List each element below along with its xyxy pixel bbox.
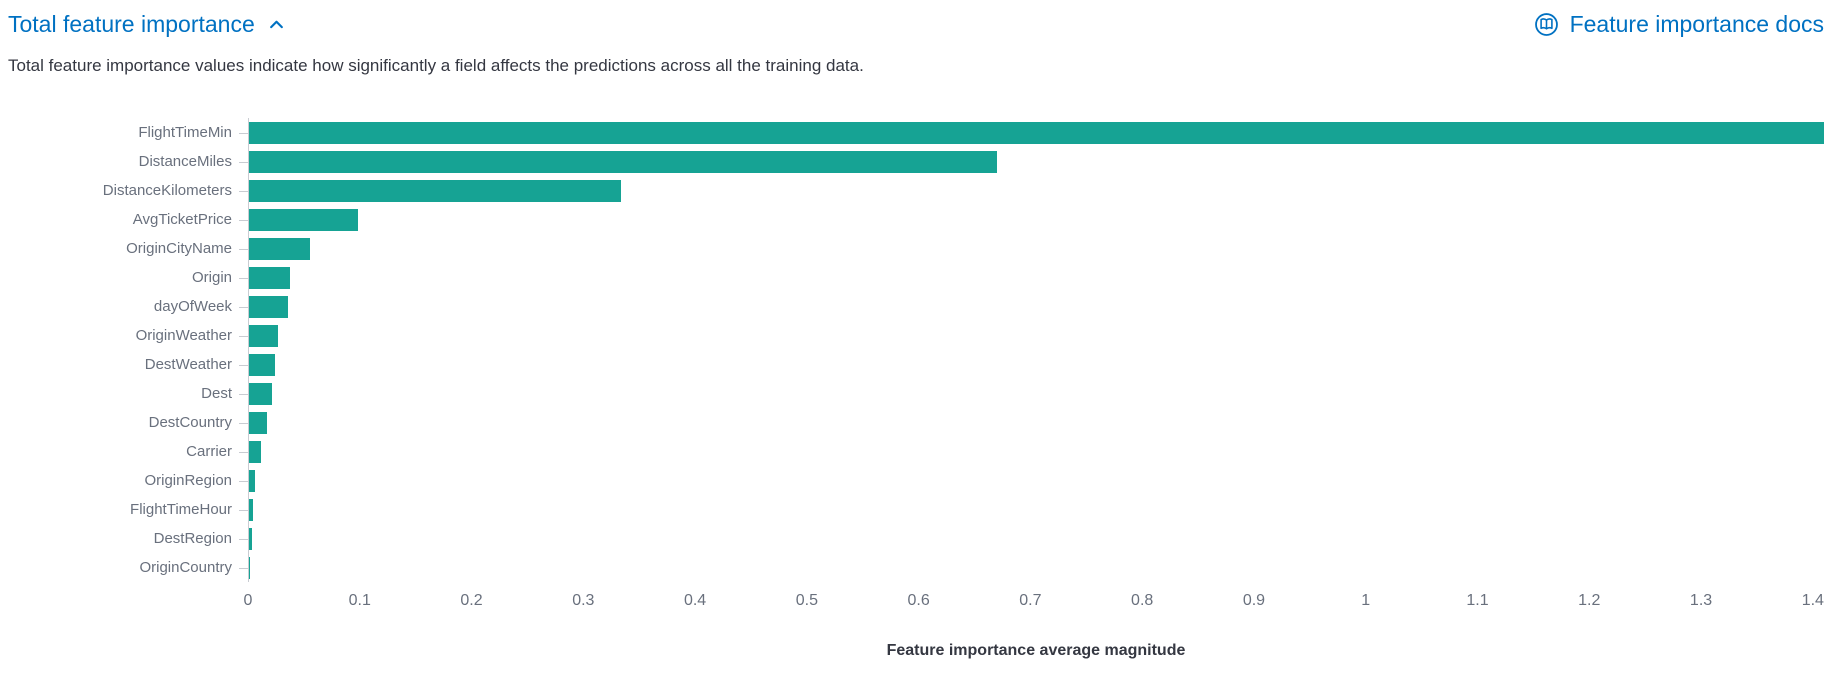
y-axis-label: Carrier bbox=[8, 443, 248, 460]
importance-bar bbox=[249, 527, 253, 550]
chart-row: dayOfWeek bbox=[8, 292, 1824, 321]
bar-track bbox=[248, 524, 1824, 553]
x-axis-tick-label: 0.4 bbox=[683, 592, 707, 609]
importance-bar bbox=[249, 469, 255, 492]
chart-row: FlightTimeHour bbox=[8, 495, 1824, 524]
y-axis-label: dayOfWeek bbox=[8, 298, 248, 315]
y-axis-label: OriginCountry bbox=[8, 559, 248, 576]
x-axis-tick-label: 0.5 bbox=[795, 592, 818, 609]
importance-bar bbox=[249, 208, 359, 231]
panel-header: Total feature importance Feature importa… bbox=[8, 10, 1824, 38]
chart-row: DestCountry bbox=[8, 408, 1824, 437]
importance-bar bbox=[249, 498, 254, 521]
chart-row: Dest bbox=[8, 379, 1824, 408]
importance-bar bbox=[249, 266, 291, 289]
importance-bar bbox=[249, 382, 273, 405]
bar-track bbox=[248, 408, 1824, 437]
y-axis-label: DistanceKilometers bbox=[8, 182, 248, 199]
chart-row: DestRegion bbox=[8, 524, 1824, 553]
x-axis-tick-label: 0.1 bbox=[348, 592, 371, 609]
importance-bar bbox=[249, 556, 250, 579]
chart-row: DestWeather bbox=[8, 350, 1824, 379]
y-axis-label: DistanceMiles bbox=[8, 153, 248, 170]
chart-row: FlightTimeMin bbox=[8, 118, 1824, 147]
y-axis-label: Origin bbox=[8, 269, 248, 286]
bar-track bbox=[248, 176, 1824, 205]
x-axis-tick-label: 0.2 bbox=[460, 592, 483, 609]
y-axis-label: OriginWeather bbox=[8, 327, 248, 344]
y-axis-label: FlightTimeMin bbox=[8, 124, 248, 141]
bar-track bbox=[248, 263, 1824, 292]
chart-row: OriginCountry bbox=[8, 553, 1824, 582]
x-axis-tick-label: 1.2 bbox=[1578, 592, 1601, 609]
chart-row: Carrier bbox=[8, 437, 1824, 466]
feature-importance-docs-link[interactable]: Feature importance docs bbox=[1533, 10, 1824, 38]
chart-row: DistanceKilometers bbox=[8, 176, 1824, 205]
x-axis-tick-label: 0.6 bbox=[907, 592, 930, 609]
docs-link-label: Feature importance docs bbox=[1569, 11, 1824, 37]
y-axis-label: DestRegion bbox=[8, 530, 248, 547]
importance-bar bbox=[249, 150, 998, 173]
x-axis-tick-label: 0 bbox=[243, 592, 253, 609]
y-axis-label: FlightTimeHour bbox=[8, 501, 248, 518]
bar-track bbox=[248, 321, 1824, 350]
section-description: Total feature importance values indicate… bbox=[8, 56, 864, 75]
chart-plot-area: FlightTimeMin DistanceMiles DistanceKilome… bbox=[8, 118, 1824, 582]
y-axis-label: Dest bbox=[8, 385, 248, 402]
chevron-up-icon bbox=[269, 20, 283, 28]
importance-bar bbox=[249, 411, 267, 434]
chart-row: AvgTicketPrice bbox=[8, 205, 1824, 234]
bar-track bbox=[248, 350, 1824, 379]
bar-track bbox=[248, 147, 1824, 176]
importance-bar bbox=[249, 440, 262, 463]
bar-track bbox=[248, 118, 1824, 147]
total-feature-importance-accordion-toggle[interactable]: Total feature importance bbox=[8, 10, 286, 38]
importance-bar bbox=[249, 295, 289, 318]
x-axis-tick-label: 0.3 bbox=[572, 592, 595, 609]
x-axis-tick-label: 1.4 bbox=[1801, 592, 1824, 609]
importance-bar bbox=[249, 237, 311, 260]
feature-importance-bar-chart: FlightTimeMin DistanceMiles DistanceKilome… bbox=[8, 118, 1824, 660]
importance-bar bbox=[249, 179, 621, 202]
x-axis: 0 0.1 0.2 0.3 0.4 0.5 0.6 0.7 0.8 0.9 1 1.1 1.2 1.3 1.… bbox=[244, 592, 1824, 614]
chart-row: DistanceMiles bbox=[8, 147, 1824, 176]
y-axis-label: OriginCityName bbox=[8, 240, 248, 257]
importance-bar bbox=[249, 324, 279, 347]
y-axis-label: DestCountry bbox=[8, 414, 248, 431]
x-axis-tick-label: 1.3 bbox=[1689, 592, 1713, 609]
bar-track bbox=[248, 234, 1824, 263]
chart-row: OriginWeather bbox=[8, 321, 1824, 350]
importance-bar bbox=[249, 353, 275, 376]
bar-track bbox=[248, 379, 1824, 408]
chart-row: Origin bbox=[8, 263, 1824, 292]
y-axis-label: AvgTicketPrice bbox=[8, 211, 248, 228]
bar-track bbox=[248, 437, 1824, 466]
chart-row: OriginCityName bbox=[8, 234, 1824, 263]
documentation-icon bbox=[1534, 12, 1558, 36]
importance-bar bbox=[249, 121, 1824, 144]
x-axis-tick-label: 0.8 bbox=[1131, 592, 1154, 609]
x-axis-tick-label: 1.1 bbox=[1466, 592, 1489, 609]
bar-track bbox=[248, 292, 1824, 321]
y-axis-label: DestWeather bbox=[8, 356, 248, 373]
bar-track bbox=[248, 205, 1824, 234]
x-axis-tick-label: 1 bbox=[1361, 592, 1371, 609]
bar-track bbox=[248, 466, 1824, 495]
x-axis-title: Feature importance average magnitude bbox=[886, 642, 1186, 659]
x-axis-tick-label: 0.9 bbox=[1242, 592, 1266, 609]
chart-row: OriginRegion bbox=[8, 466, 1824, 495]
x-axis-tick-label: 0.7 bbox=[1019, 592, 1042, 609]
bar-track bbox=[248, 495, 1824, 524]
y-axis-label: OriginRegion bbox=[8, 472, 248, 489]
bar-track bbox=[248, 553, 1824, 582]
section-title: Total feature importance bbox=[8, 11, 255, 37]
